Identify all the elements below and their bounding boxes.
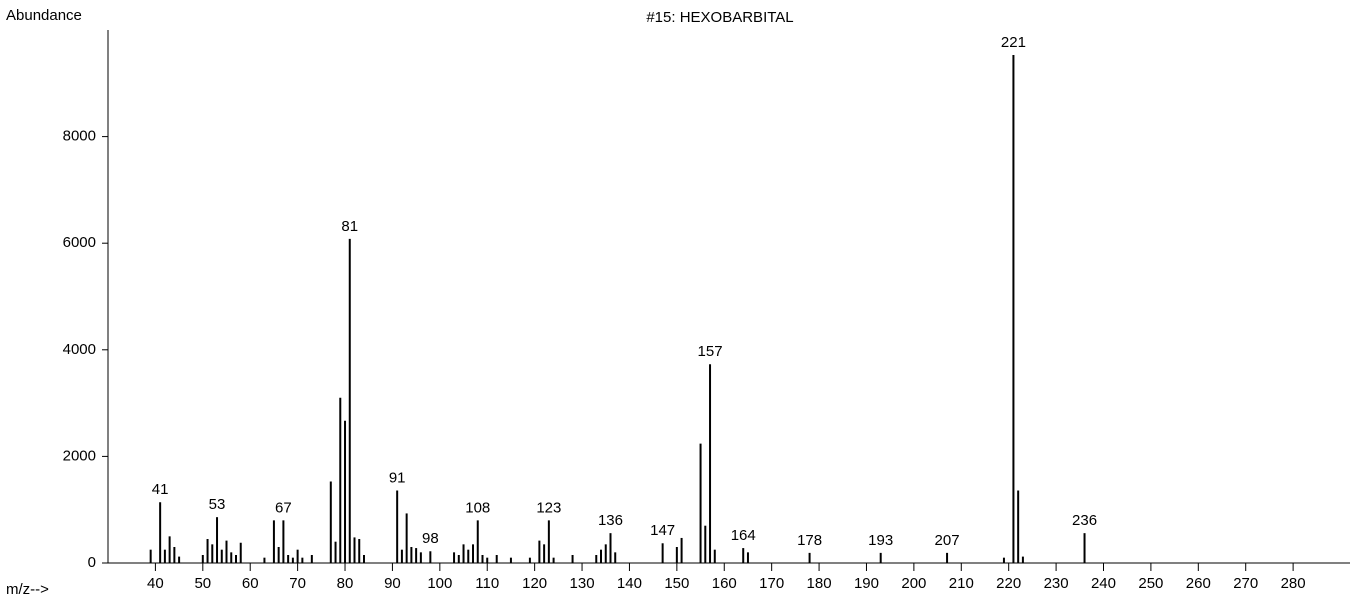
x-tick-label: 210 xyxy=(949,575,974,592)
peak-label: 193 xyxy=(868,532,893,549)
peak-label: 67 xyxy=(275,499,292,516)
y-tick-label: 6000 xyxy=(63,234,96,251)
peak-label: 108 xyxy=(465,499,490,516)
peak-label: 221 xyxy=(1001,34,1026,51)
y-tick-label: 0 xyxy=(88,554,96,571)
peak-label: 164 xyxy=(731,527,756,544)
x-tick-label: 150 xyxy=(664,575,689,592)
y-tick-label: 4000 xyxy=(63,341,96,358)
x-tick-label: 160 xyxy=(712,575,737,592)
peak-label: 207 xyxy=(935,532,960,549)
x-tick-label: 50 xyxy=(194,575,211,592)
peak-label: 136 xyxy=(598,512,623,529)
peak-label: 236 xyxy=(1072,512,1097,529)
peak-label: 91 xyxy=(389,469,406,486)
x-tick-label: 100 xyxy=(427,575,452,592)
x-axis-label: m/z--> xyxy=(6,581,49,598)
peak-label: 53 xyxy=(209,496,226,513)
x-tick-label: 180 xyxy=(807,575,832,592)
peak-label: 157 xyxy=(698,343,723,360)
chart-title: #15: HEXOBARBITAL xyxy=(646,9,793,26)
y-tick-label: 2000 xyxy=(63,447,96,464)
x-tick-label: 120 xyxy=(522,575,547,592)
x-tick-label: 270 xyxy=(1233,575,1258,592)
x-tick-label: 40 xyxy=(147,575,164,592)
x-tick-label: 170 xyxy=(759,575,784,592)
x-tick-label: 60 xyxy=(242,575,259,592)
x-tick-label: 230 xyxy=(1044,575,1069,592)
x-tick-label: 70 xyxy=(289,575,306,592)
x-tick-label: 200 xyxy=(901,575,926,592)
y-axis-label: Abundance xyxy=(6,7,82,24)
x-tick-label: 90 xyxy=(384,575,401,592)
y-tick-label: 8000 xyxy=(63,128,96,145)
x-tick-label: 140 xyxy=(617,575,642,592)
x-tick-label: 250 xyxy=(1138,575,1163,592)
x-tick-label: 110 xyxy=(475,575,499,592)
x-tick-label: 190 xyxy=(854,575,879,592)
x-tick-label: 240 xyxy=(1091,575,1116,592)
peak-label: 41 xyxy=(152,481,169,498)
peak-label: 98 xyxy=(422,530,439,547)
x-tick-label: 80 xyxy=(337,575,354,592)
peak-label: 178 xyxy=(797,532,822,549)
x-tick-label: 130 xyxy=(570,575,595,592)
x-tick-label: 220 xyxy=(996,575,1021,592)
peak-label: 81 xyxy=(341,218,358,235)
peak-label: 123 xyxy=(536,499,561,516)
peak-label: 147 xyxy=(650,522,675,539)
x-tick-label: 280 xyxy=(1281,575,1306,592)
x-tick-label: 260 xyxy=(1186,575,1211,592)
